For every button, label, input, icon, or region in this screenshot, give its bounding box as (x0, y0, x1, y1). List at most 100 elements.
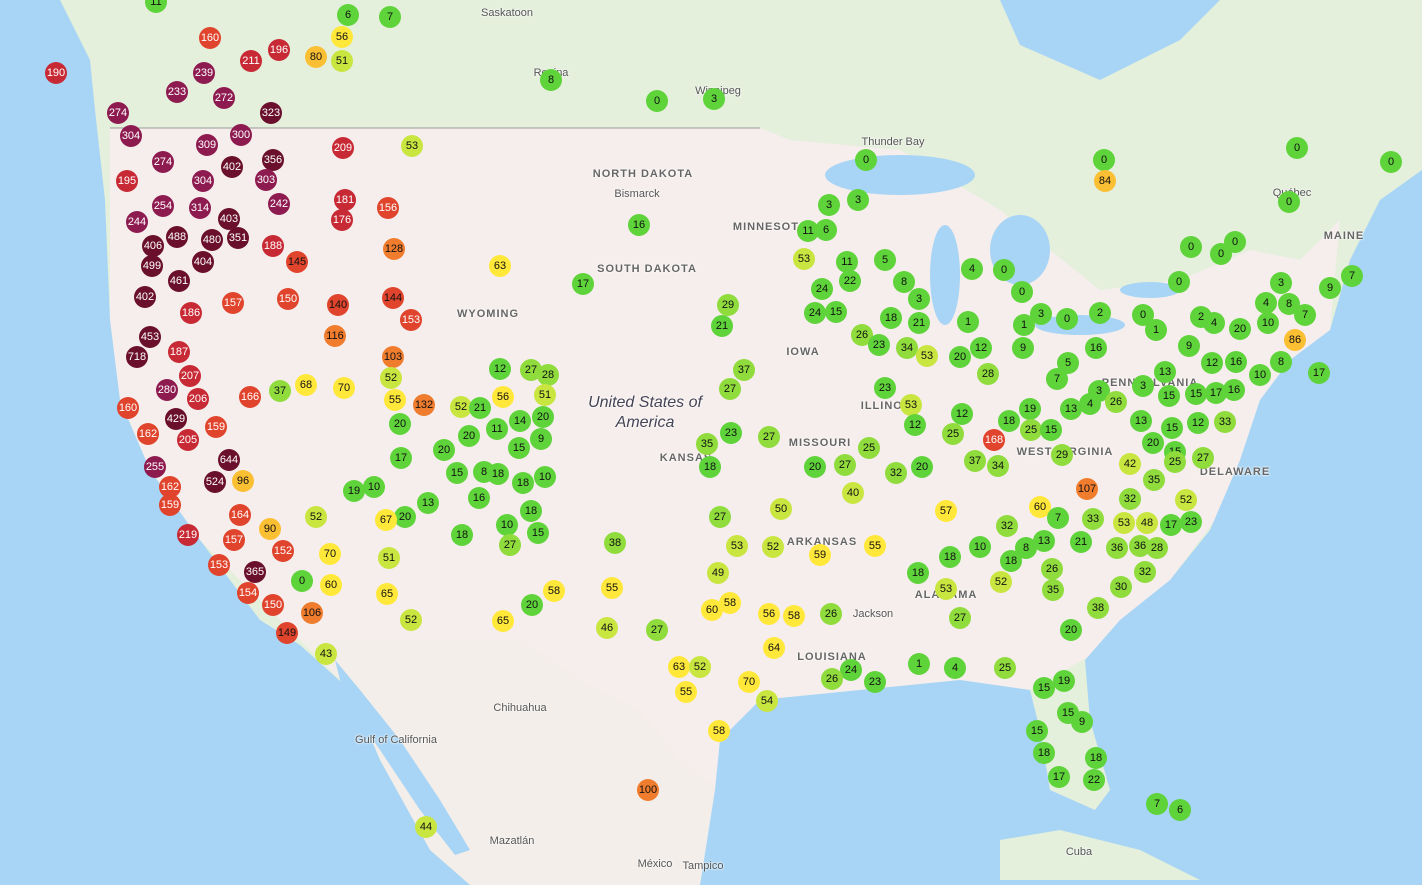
aqi-marker[interactable]: 70 (333, 377, 355, 399)
aqi-marker[interactable]: 195 (116, 170, 138, 192)
aqi-marker[interactable]: 7 (1047, 507, 1069, 529)
aqi-marker[interactable]: 17 (1205, 382, 1227, 404)
aqi-marker[interactable]: 19 (1019, 398, 1041, 420)
aqi-marker[interactable]: 351 (227, 227, 249, 249)
aqi-marker[interactable]: 56 (331, 26, 353, 48)
aqi-marker[interactable]: 132 (413, 394, 435, 416)
aqi-marker[interactable]: 18 (939, 546, 961, 568)
aqi-marker[interactable]: 11 (145, 0, 167, 13)
aqi-marker[interactable]: 13 (1033, 530, 1055, 552)
aqi-marker[interactable]: 35 (1143, 469, 1165, 491)
aqi-marker[interactable]: 8 (540, 69, 562, 91)
aqi-marker[interactable]: 0 (993, 259, 1015, 281)
aqi-marker[interactable]: 17 (572, 273, 594, 295)
aqi-marker[interactable]: 20 (1060, 619, 1082, 641)
aqi-marker[interactable]: 20 (804, 456, 826, 478)
aqi-marker[interactable]: 55 (601, 577, 623, 599)
aqi-marker[interactable]: 17 (1160, 514, 1182, 536)
aqi-marker[interactable]: 9 (530, 428, 552, 450)
aqi-marker[interactable]: 16 (1085, 337, 1107, 359)
aqi-marker[interactable]: 100 (637, 779, 659, 801)
aqi-marker[interactable]: 162 (137, 423, 159, 445)
aqi-marker[interactable]: 3 (818, 194, 840, 216)
aqi-marker[interactable]: 15 (1026, 720, 1048, 742)
aqi-marker[interactable]: 43 (315, 643, 337, 665)
aqi-marker[interactable]: 272 (213, 87, 235, 109)
aqi-marker[interactable]: 499 (141, 255, 163, 277)
aqi-marker[interactable]: 4 (961, 258, 983, 280)
aqi-marker[interactable]: 3 (847, 189, 869, 211)
aqi-marker[interactable]: 18 (520, 500, 542, 522)
aqi-marker[interactable]: 65 (492, 610, 514, 632)
aqi-marker[interactable]: 13 (1060, 398, 1082, 420)
aqi-marker[interactable]: 15 (508, 437, 530, 459)
aqi-marker[interactable]: 27 (949, 607, 971, 629)
aqi-marker[interactable]: 274 (152, 151, 174, 173)
aqi-marker[interactable]: 34 (896, 337, 918, 359)
aqi-marker[interactable]: 53 (793, 248, 815, 270)
aqi-marker[interactable]: 63 (668, 656, 690, 678)
aqi-marker[interactable]: 64 (763, 637, 785, 659)
aqi-marker[interactable]: 70 (738, 671, 760, 693)
aqi-marker[interactable]: 6 (815, 219, 837, 241)
aqi-marker[interactable]: 402 (134, 286, 156, 308)
aqi-marker[interactable]: 406 (142, 235, 164, 257)
aqi-marker[interactable]: 10 (534, 466, 556, 488)
aqi-marker[interactable]: 18 (487, 463, 509, 485)
aqi-marker[interactable]: 37 (964, 450, 986, 472)
aqi-marker[interactable]: 55 (864, 535, 886, 557)
aqi-marker[interactable]: 21 (908, 312, 930, 334)
aqi-marker[interactable]: 429 (165, 408, 187, 430)
aqi-marker[interactable]: 25 (994, 657, 1016, 679)
aqi-marker[interactable]: 23 (720, 422, 742, 444)
aqi-marker[interactable]: 304 (192, 170, 214, 192)
aqi-marker[interactable]: 42 (1119, 453, 1141, 475)
aqi-marker[interactable]: 26 (821, 668, 843, 690)
aqi-marker[interactable]: 68 (295, 374, 317, 396)
aqi-marker[interactable]: 453 (139, 326, 161, 348)
aqi-marker[interactable]: 18 (699, 456, 721, 478)
aqi-marker[interactable]: 15 (527, 522, 549, 544)
aqi-marker[interactable]: 403 (218, 208, 240, 230)
aqi-marker[interactable]: 20 (949, 346, 971, 368)
aqi-marker[interactable]: 156 (377, 197, 399, 219)
aqi-marker[interactable]: 80 (305, 46, 327, 68)
aqi-marker[interactable]: 1 (957, 311, 979, 333)
aqi-marker[interactable]: 26 (1105, 391, 1127, 413)
aqi-marker[interactable]: 19 (343, 480, 365, 502)
aqi-marker[interactable]: 20 (532, 406, 554, 428)
aqi-marker[interactable]: 18 (998, 410, 1020, 432)
aqi-marker[interactable]: 15 (1158, 385, 1180, 407)
aqi-marker[interactable]: 52 (450, 396, 472, 418)
aqi-marker[interactable]: 15 (825, 301, 847, 323)
aqi-marker[interactable]: 6 (1169, 799, 1191, 821)
aqi-marker[interactable]: 23 (868, 334, 890, 356)
aqi-marker[interactable]: 46 (596, 617, 618, 639)
aqi-marker[interactable]: 58 (543, 580, 565, 602)
aqi-marker[interactable]: 21 (1070, 531, 1092, 553)
aqi-marker[interactable]: 32 (885, 462, 907, 484)
aqi-marker[interactable]: 166 (239, 386, 261, 408)
aqi-marker[interactable]: 402 (221, 156, 243, 178)
aqi-marker[interactable]: 274 (107, 102, 129, 124)
aqi-marker[interactable]: 16 (1225, 351, 1247, 373)
aqi-marker[interactable]: 107 (1076, 478, 1098, 500)
aqi-marker[interactable]: 488 (166, 226, 188, 248)
aqi-marker[interactable]: 51 (331, 50, 353, 72)
aqi-marker[interactable]: 33 (1082, 508, 1104, 530)
aqi-marker[interactable]: 21 (711, 315, 733, 337)
aqi-marker[interactable]: 24 (804, 302, 826, 324)
aqi-marker[interactable]: 22 (839, 270, 861, 292)
aqi-marker[interactable]: 53 (900, 394, 922, 416)
aqi-marker[interactable]: 20 (394, 506, 416, 528)
aqi-marker[interactable]: 152 (272, 540, 294, 562)
aqi-marker[interactable]: 17 (390, 447, 412, 469)
aqi-marker[interactable]: 206 (187, 388, 209, 410)
aqi-marker[interactable]: 188 (262, 235, 284, 257)
aqi-marker[interactable]: 65 (376, 583, 398, 605)
aqi-marker[interactable]: 0 (1093, 149, 1115, 171)
aqi-marker[interactable]: 1 (1145, 319, 1167, 341)
aqi-marker[interactable]: 3 (908, 288, 930, 310)
aqi-marker[interactable]: 8 (1270, 351, 1292, 373)
aqi-marker[interactable]: 12 (951, 403, 973, 425)
